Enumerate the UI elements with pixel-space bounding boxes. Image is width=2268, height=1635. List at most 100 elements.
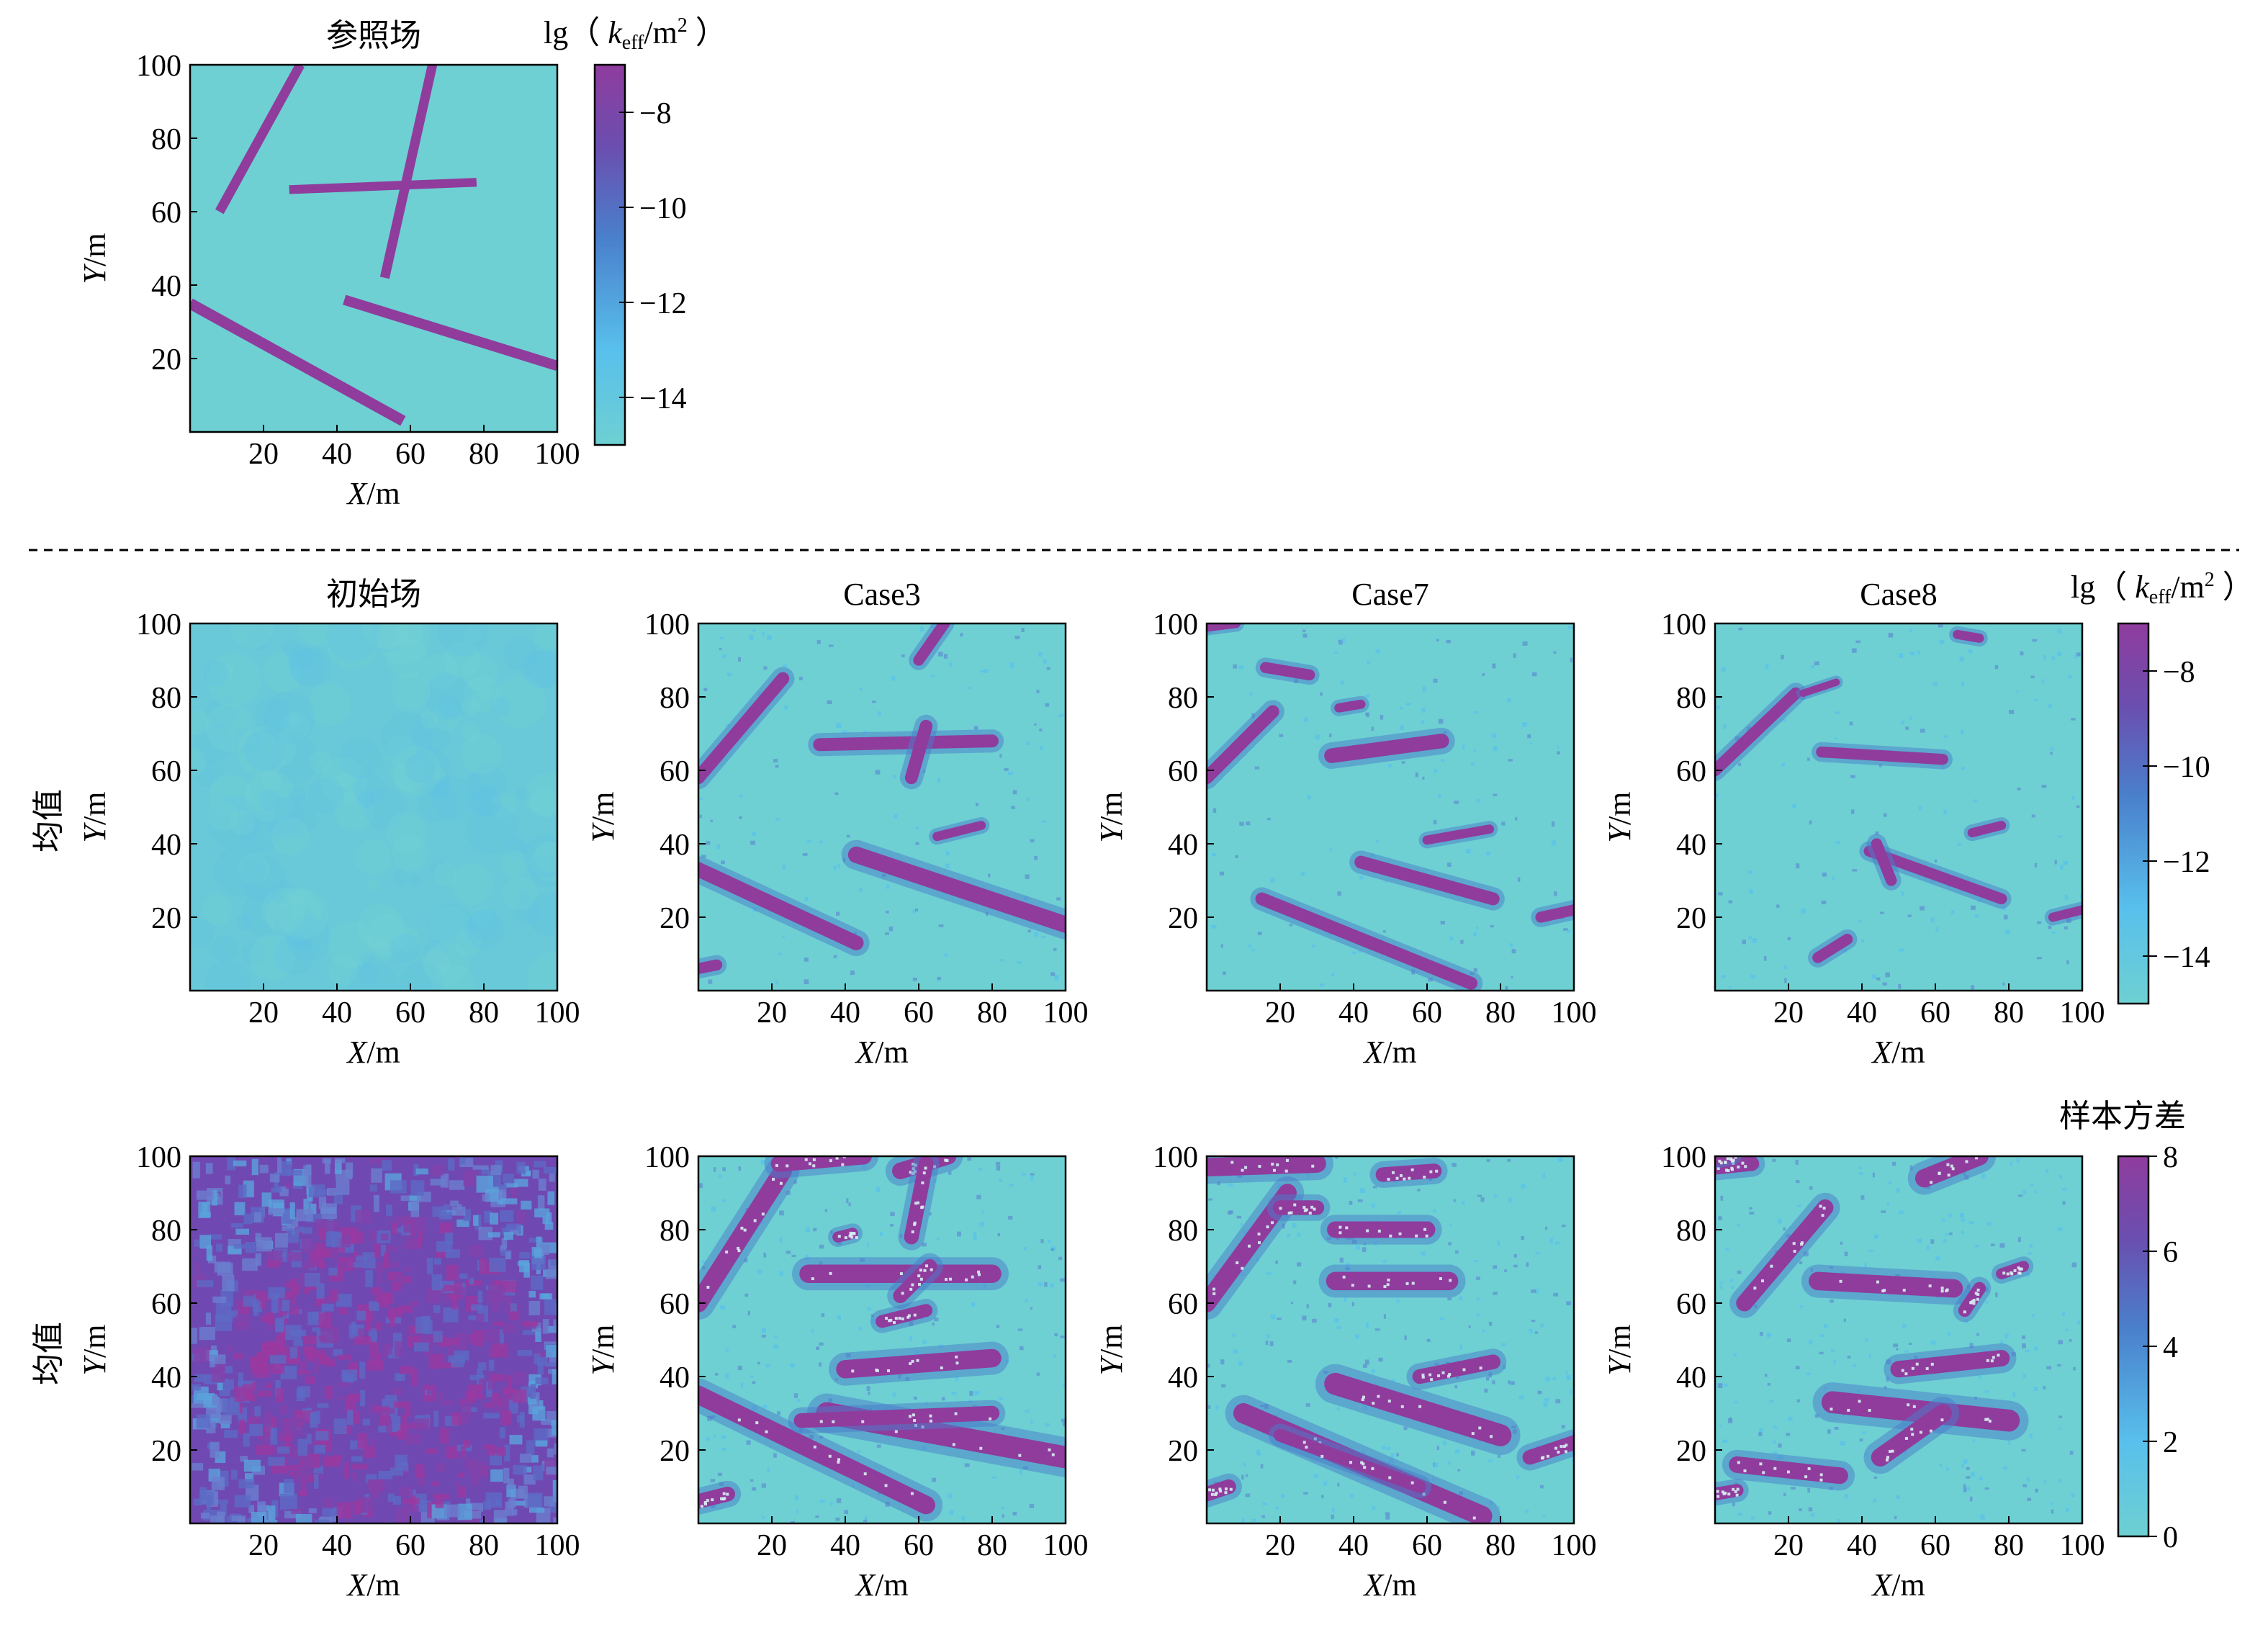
heatmap-cell: [894, 1430, 898, 1433]
heatmap-cell: [282, 1318, 288, 1324]
heatmap-cell: [740, 1382, 744, 1388]
heatmap-cell: [739, 816, 742, 819]
heatmap-cell: [1557, 1157, 1563, 1162]
heatmap-cell: [999, 1179, 1003, 1182]
heatmap-cell: [1302, 1315, 1307, 1321]
heatmap-cell: [919, 626, 924, 632]
heatmap-cell: [472, 906, 494, 928]
heatmap-cell: [457, 1503, 472, 1521]
heatmap-cell: [779, 1181, 783, 1185]
heatmap-cell: [403, 1224, 413, 1233]
heatmap-cell: [315, 1431, 329, 1441]
heatmap-cell: [938, 924, 944, 927]
heatmap-cell: [1053, 1354, 1056, 1358]
heatmap-cell: [1850, 775, 1855, 778]
heatmap-cell: [783, 665, 788, 668]
heatmap-cell: [1012, 790, 1017, 795]
heatmap-cell: [1901, 720, 1904, 724]
heatmap-cell: [2059, 1174, 2062, 1179]
x-axis-label: X/m: [346, 1035, 400, 1070]
heatmap-cell: [775, 765, 779, 768]
heatmap-cell: [206, 1245, 212, 1261]
heatmap-cell: [1904, 1436, 1908, 1440]
channel-feature: [698, 1486, 735, 1509]
heatmap-cell: [393, 1401, 408, 1408]
heatmap-cell: [256, 1237, 272, 1252]
heatmap-cell: [2021, 1335, 2026, 1339]
heatmap-cell: [317, 1403, 329, 1408]
heatmap-cell: [1935, 1256, 1940, 1261]
heatmap-cell: [1800, 1241, 1804, 1245]
heatmap-cell: [2058, 1340, 2064, 1345]
heatmap-cell: [859, 688, 863, 691]
heatmap-cell: [1289, 924, 1293, 927]
channel-feature: [289, 178, 477, 194]
heatmap-cell: [204, 960, 251, 991]
heatmap-cell: [369, 623, 405, 654]
heatmap-cell: [1822, 1207, 1826, 1210]
heatmap-cell: [737, 1249, 741, 1253]
heatmap-cell: [205, 1163, 213, 1174]
heatmap-cell: [546, 1410, 557, 1423]
channel-feature: [1255, 892, 1478, 990]
heatmap-cell: [1248, 1244, 1251, 1248]
heatmap-cell: [1951, 1167, 1955, 1171]
heatmap-cell: [2057, 835, 2062, 838]
heatmap-cell: [1566, 1374, 1571, 1380]
heatmap-cell: [1336, 1407, 1340, 1411]
heatmap-cell: [516, 841, 529, 854]
heatmap-cell: [971, 1275, 974, 1279]
heatmap-cell: [802, 853, 808, 856]
heatmap-cell: [316, 1283, 325, 1299]
heatmap-cell: [552, 1369, 557, 1384]
axes-frame: [1205, 622, 1575, 992]
x-tick-label: 40: [830, 996, 860, 1030]
heatmap-cell: [196, 1414, 211, 1429]
heatmap-cell: [1915, 1362, 1919, 1366]
heatmap-cell: [1760, 1279, 1764, 1283]
heatmap-cell: [2007, 1440, 2011, 1445]
channel-feature: [1729, 1456, 1848, 1485]
heatmap-cell: [1027, 798, 1030, 801]
heatmap-cell: [482, 1444, 496, 1449]
heatmap-cell: [1215, 1491, 1218, 1495]
heatmap-cell: [1404, 1335, 1407, 1340]
heatmap-cell: [383, 1252, 389, 1269]
x-tick-label: 80: [1485, 1529, 1516, 1562]
heatmap-cell: [1398, 1232, 1402, 1235]
heatmap-cell: [1726, 1157, 1729, 1161]
heatmap-cell: [1415, 772, 1418, 778]
heatmap-cell: [399, 1366, 415, 1374]
heatmap-cell: [266, 1312, 274, 1324]
heatmap-cell: [1968, 649, 1973, 654]
y-tick-label: 20: [151, 343, 181, 377]
heatmap-cell: [899, 1272, 903, 1276]
heatmap-cell: [476, 1175, 493, 1193]
channel-feature: [770, 1156, 872, 1172]
heatmap-cell: [1716, 1495, 1720, 1498]
heatmap-cell: [1048, 1448, 1051, 1451]
heatmap-cell: [1778, 1219, 1782, 1224]
x-tick-label: 60: [395, 438, 426, 471]
heatmap-cell: [1567, 929, 1571, 934]
heatmap-cell: [450, 1200, 459, 1207]
heatmap-cell: [1840, 1441, 1845, 1446]
heatmap-cell: [1277, 1318, 1282, 1320]
heatmap-cell: [1718, 1159, 1722, 1163]
heatmap-cell: [726, 672, 732, 677]
y-tick-label: 40: [151, 270, 181, 303]
heatmap-cell: [1207, 1405, 1211, 1409]
heatmap-cell: [2073, 1366, 2076, 1371]
x-tick-label: 100: [1043, 996, 1089, 1030]
heatmap-cell: [1497, 1240, 1500, 1246]
heatmap-cell: [1972, 1299, 1976, 1302]
heatmap-cell: [1494, 1194, 1498, 1198]
heatmap-cell: [254, 696, 292, 734]
heatmap-cell: [777, 1411, 780, 1415]
heatmap-cell: [1062, 1421, 1066, 1426]
heatmap-cell: [534, 1353, 541, 1365]
y-tick-label: 80: [660, 682, 690, 715]
heatmap-cell: [819, 840, 823, 844]
heatmap-cell: [714, 1372, 719, 1376]
heatmap-cell: [1865, 1338, 1868, 1342]
